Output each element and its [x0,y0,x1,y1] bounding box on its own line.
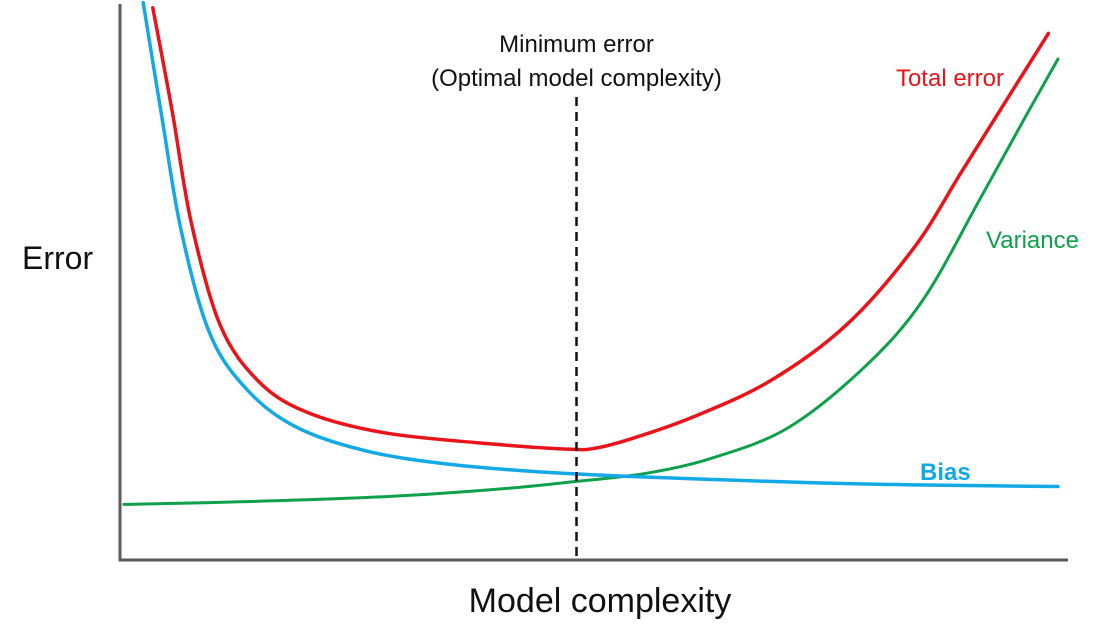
series-label-variance: Variance [986,227,1079,254]
series-line-variance [122,57,1060,506]
x-axis-label: Model complexity [469,582,732,620]
y-axis-label: Error [22,240,93,276]
annotation-optimal-complexity: (Optimal model complexity) [431,65,722,92]
series-label-bias: Bias [920,459,971,486]
series-line-total-error [151,6,1051,452]
annotation-minimum-error: Minimum error [499,31,654,58]
series-line-bias [141,0,1060,489]
series-label-total-error: Total error [896,65,1004,92]
